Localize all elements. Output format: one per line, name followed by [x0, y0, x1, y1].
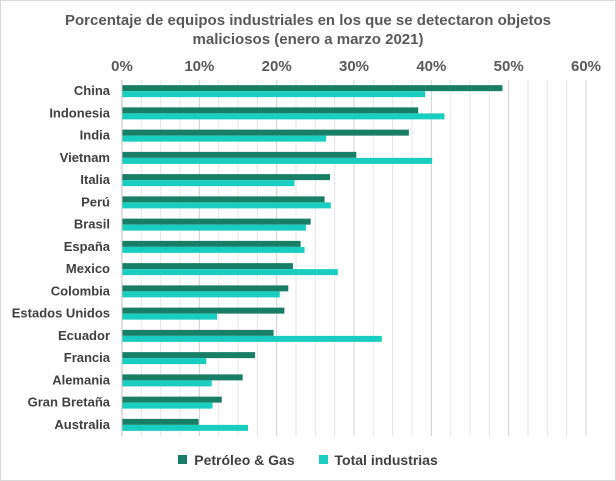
- bar-series-0: [122, 307, 285, 314]
- bar-series-1: [122, 313, 218, 320]
- y-category-label: Estados Unidos: [12, 306, 110, 321]
- legend-swatch-series-0: [178, 455, 188, 464]
- bar-series-1: [122, 135, 327, 142]
- bar-series-1: [122, 202, 331, 209]
- legend-label-series-0: Petróleo & Gas: [194, 451, 295, 468]
- bar-series-1: [122, 180, 295, 187]
- y-category-label: India: [80, 128, 111, 143]
- legend-item-series-1: Total industrias: [318, 451, 438, 468]
- legend-item-series-0: Petróleo & Gas: [178, 451, 295, 468]
- legend-swatch-series-1: [318, 455, 328, 464]
- x-axis-tick-labels: 0% 10% 20% 30% 40% 50% 60%: [111, 58, 601, 75]
- x-tick-label: 0%: [111, 58, 133, 75]
- chart-title-line-2: maliciosos (enero a marzo 2021): [192, 31, 424, 48]
- y-category-label: Australia: [54, 417, 110, 432]
- y-category-label: Francia: [64, 350, 111, 365]
- bar-series-0: [122, 107, 419, 114]
- x-tick-label: 60%: [571, 58, 601, 75]
- bars: [122, 85, 503, 431]
- chart-title-line-1: Porcentaje de equipos industriales en lo…: [65, 12, 551, 29]
- bar-series-0: [122, 418, 199, 425]
- y-category-label: Colombia: [51, 283, 111, 298]
- y-category-label: Vietnam: [60, 150, 110, 165]
- legend-label-series-1: Total industrias: [334, 451, 438, 468]
- bar-series-1: [122, 224, 307, 231]
- bar-series-0: [122, 151, 357, 158]
- bar-series-0: [122, 352, 256, 359]
- x-tick-label: 40%: [416, 58, 446, 75]
- bar-series-0: [122, 174, 331, 181]
- bar-series-1: [122, 113, 445, 120]
- bar-series-1: [122, 91, 426, 98]
- y-category-label: Italia: [80, 172, 110, 187]
- legend: Petróleo & Gas Total industrias: [1, 451, 615, 468]
- bar-series-1: [122, 402, 213, 409]
- y-axis-category-labels: China Indonesia India Vietnam Italia Perú Bras…: [12, 83, 111, 432]
- bar-series-0: [122, 85, 503, 92]
- y-category-label: China: [74, 83, 111, 98]
- bar-series-0: [122, 196, 325, 203]
- chart-title: Porcentaje de equipos industriales en lo…: [1, 11, 615, 49]
- bar-series-1: [122, 424, 249, 431]
- bar-series-0: [122, 396, 222, 403]
- bar-series-1: [122, 246, 305, 253]
- bar-series-1: [122, 358, 207, 365]
- x-tick-label: 30%: [339, 58, 369, 75]
- bar-series-0: [122, 374, 243, 381]
- bar-series-1: [122, 380, 212, 387]
- x-tick-label: 20%: [262, 58, 292, 75]
- bar-series-1: [122, 157, 433, 164]
- y-category-label: Ecuador: [58, 328, 110, 343]
- bar-series-0: [122, 218, 311, 225]
- bar-series-0: [122, 129, 409, 136]
- y-category-label: Mexico: [66, 261, 110, 276]
- bar-series-0: [122, 263, 293, 270]
- y-category-label: España: [64, 239, 111, 254]
- bar-series-0: [122, 329, 274, 336]
- bar-series-1: [122, 269, 338, 276]
- y-category-label: Indonesia: [49, 105, 110, 120]
- bar-series-0: [122, 285, 289, 292]
- y-category-label: Alemania: [52, 372, 111, 387]
- y-category-label: Perú: [81, 194, 110, 209]
- x-tick-label: 50%: [494, 58, 524, 75]
- y-category-label: Brasil: [74, 217, 110, 232]
- y-category-label: Gran Bretaña: [28, 395, 111, 410]
- bar-series-1: [122, 335, 382, 342]
- bar-series-0: [122, 240, 301, 247]
- bar-series-1: [122, 291, 280, 298]
- x-tick-label: 10%: [184, 58, 214, 75]
